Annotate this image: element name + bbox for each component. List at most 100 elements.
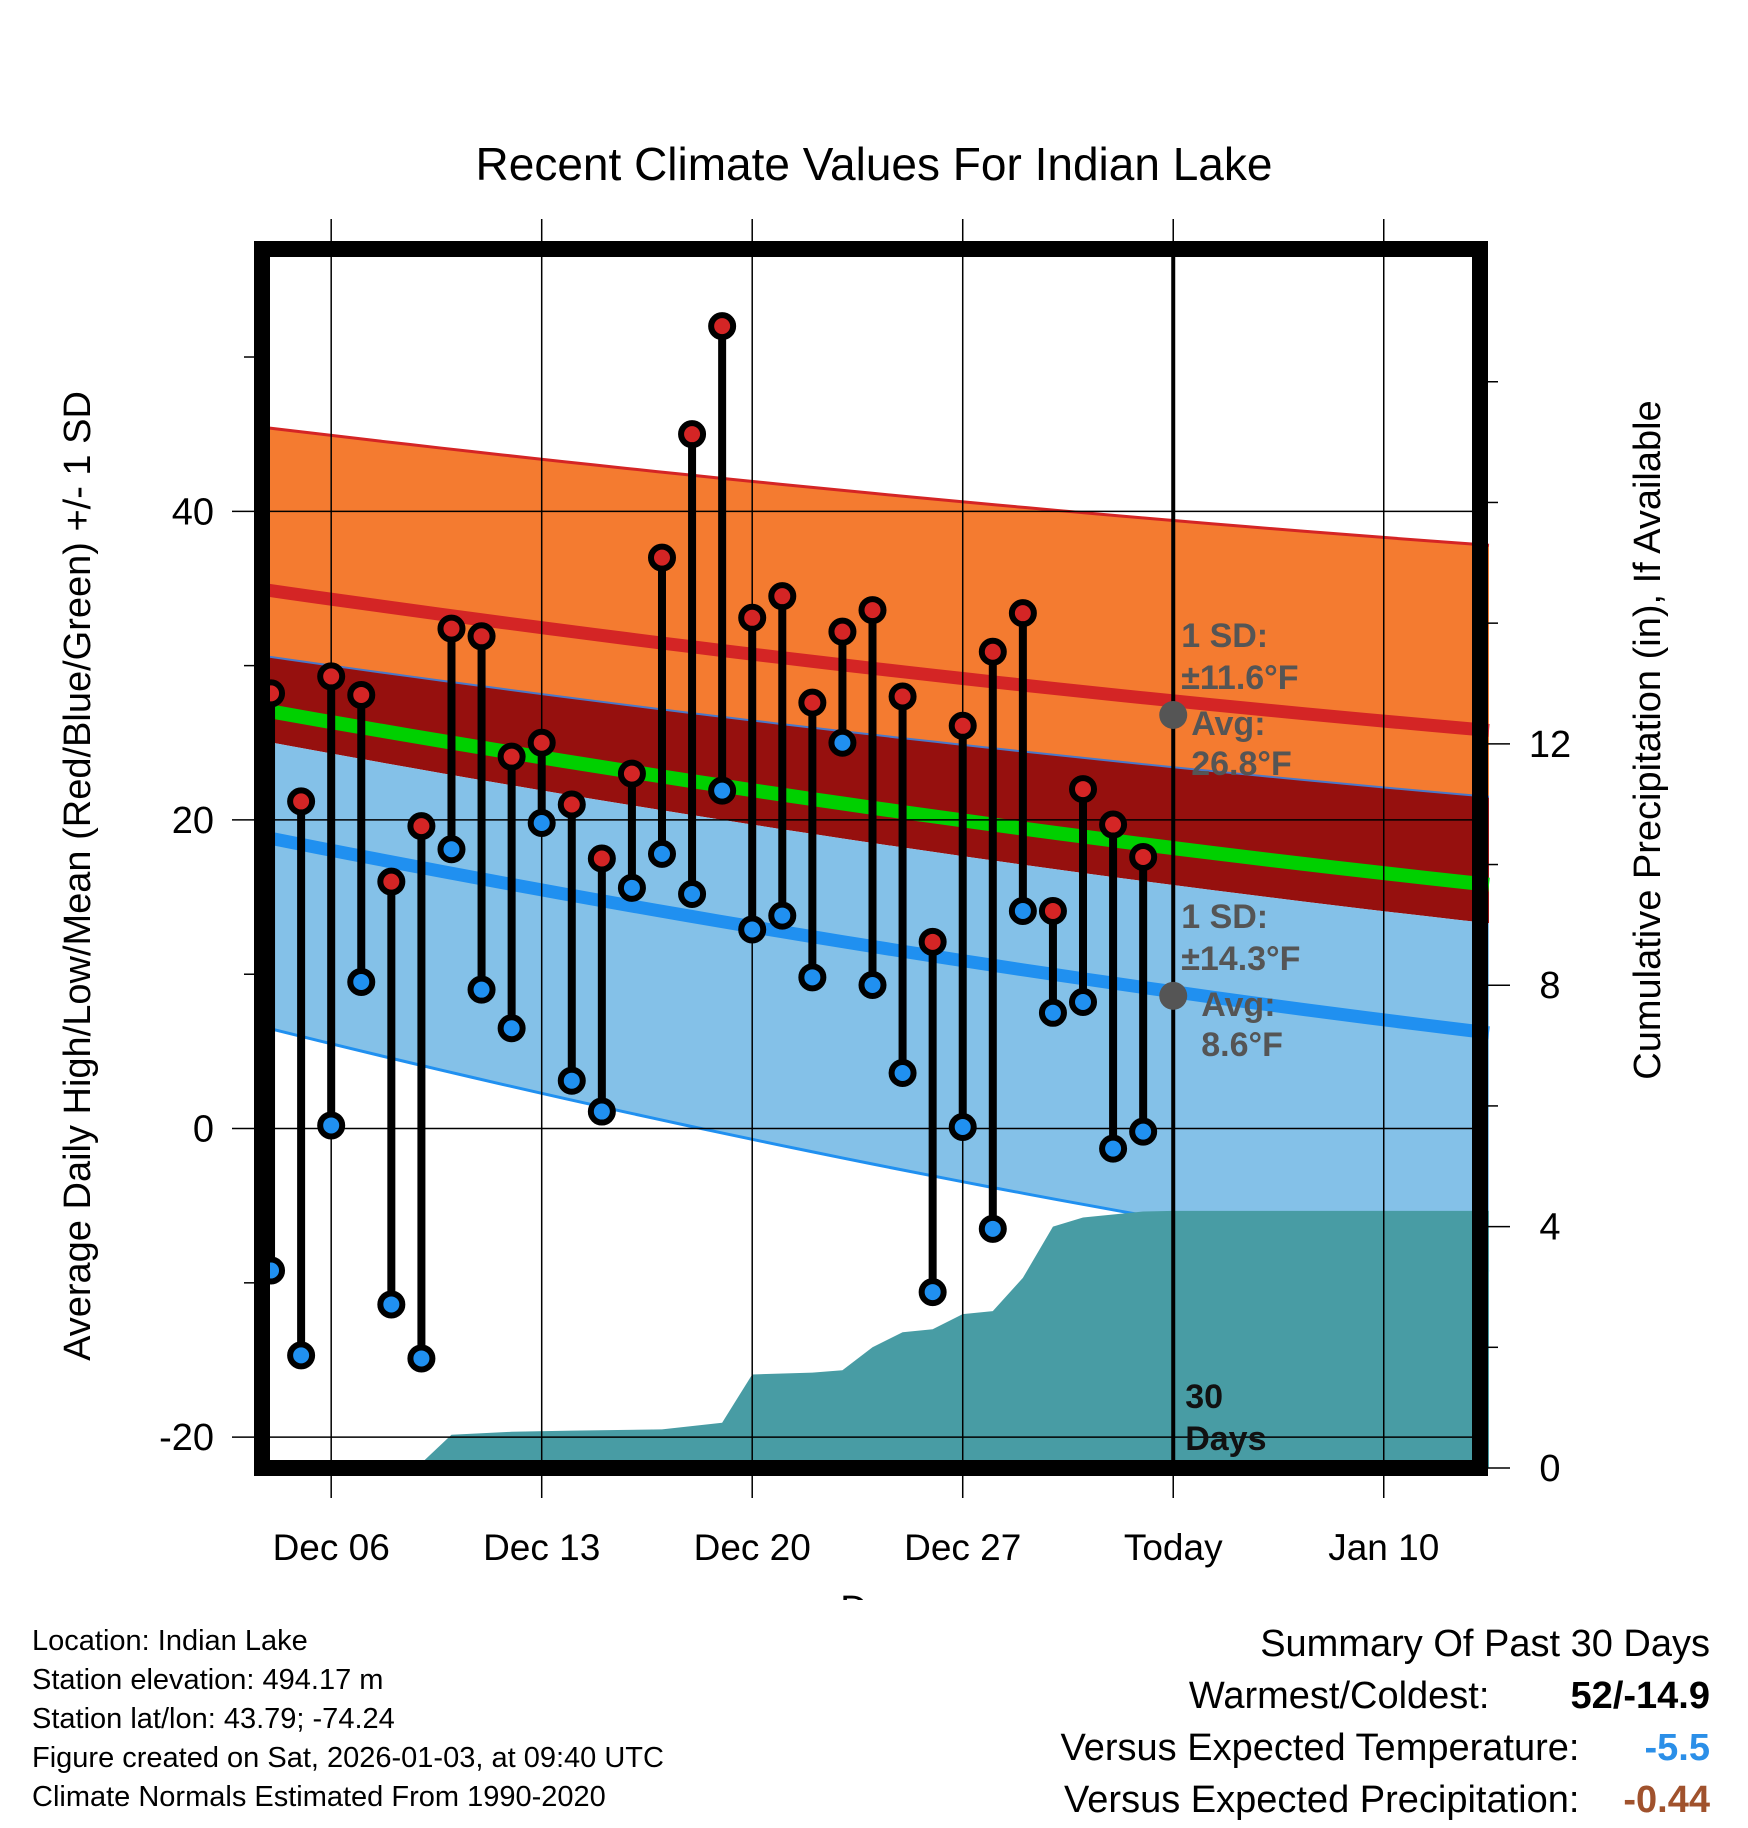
daily-high-marker [647, 543, 676, 572]
daily-low-marker [708, 776, 737, 805]
low-sd-band [256, 739, 1489, 1273]
high-avg-label: Avg: [1191, 705, 1265, 743]
y2-tick-label: 8 [1539, 965, 1560, 1007]
warmest-coldest-value: 52/-14.9 [1570, 1675, 1710, 1717]
latlon-text: Station lat/lon: 43.79; -74.24 [32, 1703, 395, 1735]
daily-low-marker [467, 975, 496, 1004]
daily-high-marker [587, 844, 616, 873]
normals-period-text: Climate Normals Estimated From 1990-2020 [32, 1781, 606, 1813]
daily-low-marker [1008, 896, 1037, 925]
precip-anomaly-label: Versus Expected Precipitation: [1064, 1779, 1580, 1821]
daily-high-marker [617, 759, 646, 788]
x-tick-label: Dec 13 [483, 1527, 600, 1568]
created-text: Figure created on Sat, 2026-01-03, at 09… [32, 1742, 664, 1774]
daily-high-marker [317, 662, 346, 691]
high-avg-dot [1159, 700, 1188, 729]
chart-title: Recent Climate Values For Indian Lake [476, 138, 1273, 190]
climate-chart: Recent Climate Values For Indian Lake 1 … [57, 138, 1669, 1600]
precip-anomaly-value: -0.44 [1623, 1779, 1710, 1821]
daily-high-marker [1099, 810, 1128, 839]
daily-low-marker [978, 1214, 1007, 1243]
low-sd-value: ±14.3°F [1181, 940, 1300, 978]
warmest-coldest-label: Warmest/Coldest: [1188, 1675, 1490, 1717]
daily-high-marker [1008, 599, 1037, 628]
y-axis-label: Average Daily High/Low/Mean (Red/Blue/Gr… [57, 391, 99, 1361]
daily-high-marker [1069, 775, 1098, 804]
daily-high-marker [978, 637, 1007, 666]
daily-high-marker [948, 711, 977, 740]
daily-low-marker [347, 967, 376, 996]
temp-anomaly-value: -5.5 [1644, 1727, 1710, 1769]
low-avg-label: Avg: [1201, 986, 1275, 1024]
daily-low-marker [287, 1341, 316, 1370]
high-sd-upper-line [255, 424, 1490, 547]
daily-high-marker [1129, 842, 1158, 871]
high-sd-value: ±11.6°F [1181, 659, 1298, 697]
station-metadata: Location: Indian Lake Station elevation:… [32, 1622, 664, 1817]
location-text: Location: Indian Lake [32, 1625, 308, 1657]
x-tick-label: Dec 20 [694, 1527, 811, 1568]
daily-high-marker [557, 790, 586, 819]
daily-high-marker [678, 420, 707, 449]
daily-low-marker [527, 809, 556, 838]
summary-panel: Summary Of Past 30 Days Warmest/Coldest:… [1061, 1618, 1710, 1826]
daily-low-marker [1099, 1134, 1128, 1163]
daily-low-marker [678, 879, 707, 908]
daily-high-marker [437, 614, 466, 643]
window-unit: Days [1185, 1420, 1266, 1458]
precip-area [256, 1210, 1489, 1468]
y2-axis-label: Cumulative Precipitation (in), If Availa… [1627, 400, 1669, 1079]
daily-high-marker [828, 617, 857, 646]
daily-high-marker [768, 582, 797, 611]
y-tick-label: 20 [172, 800, 214, 842]
daily-low-marker [617, 873, 646, 902]
daily-high-marker [1038, 896, 1067, 925]
daily-low-marker [1129, 1117, 1158, 1146]
elevation-text: Station elevation: 494.17 m [32, 1664, 384, 1696]
daily-low-marker [888, 1058, 917, 1087]
daily-low-marker [407, 1344, 436, 1373]
y-tick-label: -20 [159, 1417, 214, 1459]
daily-low-marker [647, 839, 676, 868]
daily-low-marker [828, 728, 857, 757]
low-avg-dot [1159, 981, 1188, 1010]
daily-low-marker [1038, 998, 1067, 1027]
daily-high-marker [407, 812, 436, 841]
daily-low-marker [437, 835, 466, 864]
daily-low-marker [1069, 988, 1098, 1017]
summary-precip-anomaly: Versus Expected Precipitation: -0.44 [1061, 1774, 1710, 1826]
x-tick-label: Jan 10 [1328, 1527, 1439, 1568]
high-sd-label: 1 SD: [1181, 617, 1268, 655]
daily-low-marker [317, 1111, 346, 1140]
y2-tick-label: 0 [1539, 1448, 1560, 1490]
window-count: 30 [1185, 1378, 1223, 1416]
daily-low-marker [768, 901, 797, 930]
daily-high-marker [527, 728, 556, 757]
y-tick-label: 0 [193, 1109, 214, 1151]
x-tick-label: Dec 06 [273, 1527, 390, 1568]
summary-temp-anomaly: Versus Expected Temperature: -5.5 [1061, 1722, 1710, 1774]
daily-low-marker [377, 1290, 406, 1319]
daily-low-marker [798, 963, 827, 992]
daily-high-marker [497, 742, 526, 771]
daily-high-marker [918, 927, 947, 956]
daily-high-marker [888, 682, 917, 711]
daily-low-marker [587, 1097, 616, 1126]
daily-low-marker [557, 1066, 586, 1095]
low-sd-label: 1 SD: [1181, 898, 1268, 936]
daily-high-marker [347, 680, 376, 709]
y-tick-label: 40 [172, 491, 214, 533]
daily-high-marker [467, 622, 496, 651]
daily-low-marker [918, 1278, 947, 1307]
daily-high-marker [377, 867, 406, 896]
x-tick-label: Dec 27 [904, 1527, 1021, 1568]
daily-low-marker [858, 971, 887, 1000]
plot-frame [254, 241, 1488, 1476]
summary-title: Summary Of Past 30 Days [1260, 1623, 1710, 1665]
daily-high-marker [798, 688, 827, 717]
y2-tick-label: 4 [1539, 1207, 1560, 1249]
daily-high-marker [708, 312, 737, 341]
summary-warmest-coldest: Warmest/Coldest: 52/-14.9 [1061, 1670, 1710, 1722]
x-tick-label: Today [1124, 1527, 1223, 1568]
